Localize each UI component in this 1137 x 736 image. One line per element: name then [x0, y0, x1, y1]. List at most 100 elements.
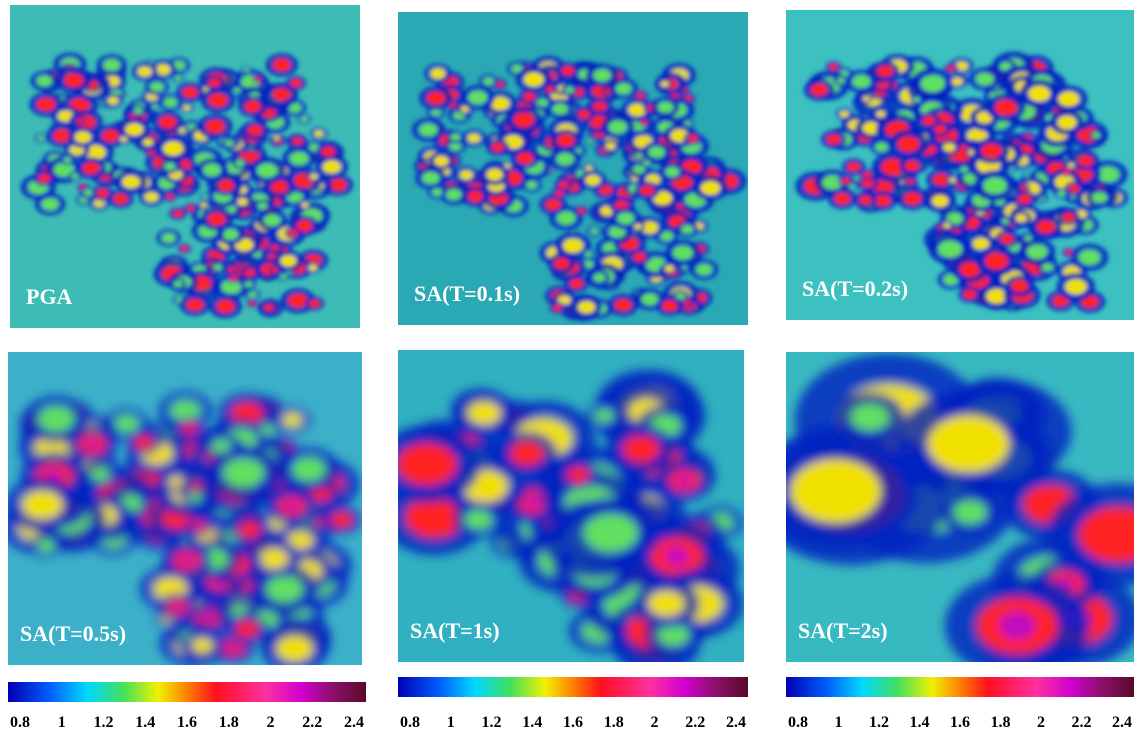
hotspot — [1015, 214, 1027, 222]
hotspot — [681, 225, 693, 234]
colorbar-tick-label: 2 — [1037, 714, 1045, 731]
hotspot — [257, 163, 278, 178]
core — [285, 501, 298, 511]
hotspot — [578, 301, 595, 313]
hotspot — [22, 490, 63, 519]
hotspot — [615, 83, 631, 94]
colorbar-tick-label: 1.6 — [950, 714, 970, 731]
panel-label: PGA — [26, 284, 73, 309]
hotspot — [985, 253, 1008, 269]
hotspot — [640, 186, 654, 196]
hotspot — [218, 180, 234, 191]
hotspot — [102, 130, 120, 142]
hotspot — [555, 190, 564, 197]
hotspot — [222, 229, 238, 240]
colorbar-tick-label: 1.8 — [219, 714, 239, 731]
hotspot — [634, 224, 642, 230]
hotspot — [963, 290, 976, 299]
hotspot — [301, 202, 309, 207]
hotspot — [41, 198, 58, 210]
hotspot — [608, 120, 627, 133]
hotspot — [257, 203, 267, 210]
hotspot — [248, 125, 263, 136]
hotspot — [913, 97, 920, 102]
colorbar-tick-label: 1.6 — [177, 714, 197, 731]
hotspot — [938, 241, 962, 258]
hotspot — [237, 198, 248, 206]
hotspot — [631, 177, 637, 181]
hotspot — [280, 255, 296, 266]
colorbar-tick-label: 2.2 — [302, 714, 322, 731]
core — [228, 644, 239, 652]
hotspot — [1037, 220, 1055, 233]
hotspot — [676, 204, 683, 209]
hotspot — [660, 81, 669, 87]
hotspot — [1092, 192, 1107, 203]
hotspot — [290, 152, 309, 165]
figure: PGASA(T=0.1s)SA(T=0.2s)SA(T=0.5s)SA(T=1s… — [0, 0, 1137, 736]
hotspot — [164, 98, 177, 107]
hotspot — [134, 107, 143, 113]
hotspot — [64, 73, 84, 87]
colorbar-tick-label: 1 — [447, 714, 455, 731]
hotspot — [150, 82, 163, 91]
colorbar-tick-label: 1.8 — [604, 714, 624, 731]
colorbar-tick-label: 2.4 — [1112, 714, 1132, 731]
hotspot — [238, 522, 260, 538]
hotspot — [173, 281, 182, 287]
hotspot — [947, 66, 955, 72]
colorbar-tick-label: 2.4 — [344, 714, 364, 731]
colorbar-tick-label: 0.8 — [400, 714, 420, 731]
hotspot — [181, 246, 189, 251]
hotspot — [166, 194, 174, 200]
hotspot — [173, 210, 183, 217]
hotspot — [37, 539, 55, 552]
hotspot — [152, 104, 158, 108]
colorbar-tick-label: 2 — [267, 714, 275, 731]
hotspot — [419, 123, 437, 136]
hotspot — [235, 160, 244, 166]
colorbar: 0.811.21.41.61.822.22.4 — [8, 682, 366, 731]
heatmap-panel: SA(T=2s) — [753, 352, 1137, 678]
colorbar-gradient — [786, 677, 1134, 697]
hotspot — [590, 228, 598, 234]
hotspot — [565, 87, 574, 93]
heatmap-panel: SA(T=0.5s) — [1, 352, 362, 673]
hotspot — [811, 84, 828, 96]
hotspot — [921, 75, 945, 92]
hotspot — [248, 292, 257, 298]
heatmap-panel: PGA — [10, 5, 360, 328]
hotspot — [259, 548, 289, 569]
panel-label: SA(T=0.2s) — [802, 276, 908, 301]
hotspot — [829, 64, 838, 70]
hotspot — [875, 195, 891, 206]
colorbar-tick-label: 1.6 — [563, 714, 583, 731]
hotspot — [159, 116, 177, 128]
colorbar-tick-label: 2.2 — [685, 714, 705, 731]
hotspot — [584, 514, 638, 552]
colorbar-tick-label: 1.8 — [991, 714, 1011, 731]
colorbar-gradient — [8, 682, 366, 702]
hotspot — [187, 205, 195, 211]
hotspot — [553, 305, 562, 311]
hotspot — [1000, 234, 1014, 243]
colorbar: 0.811.21.41.61.822.22.4 — [786, 677, 1134, 731]
hotspot — [467, 133, 480, 142]
hotspot — [273, 88, 291, 101]
hotspot — [876, 111, 885, 118]
hotspot — [308, 265, 317, 271]
hotspot — [467, 401, 501, 425]
colorbar-tick-label: 1 — [835, 714, 843, 731]
hotspot — [465, 510, 493, 529]
hotspot — [235, 621, 259, 637]
hotspot — [545, 199, 561, 210]
hotspot — [282, 413, 302, 427]
hotspot — [593, 69, 611, 82]
hotspot — [188, 493, 201, 502]
hotspot — [932, 195, 949, 207]
colorbar-tick-label: 1.2 — [482, 714, 502, 731]
hotspot — [134, 436, 153, 449]
hotspot — [260, 425, 275, 436]
colorbar-tick-label: 2.2 — [1072, 714, 1092, 731]
hotspot — [696, 264, 712, 275]
